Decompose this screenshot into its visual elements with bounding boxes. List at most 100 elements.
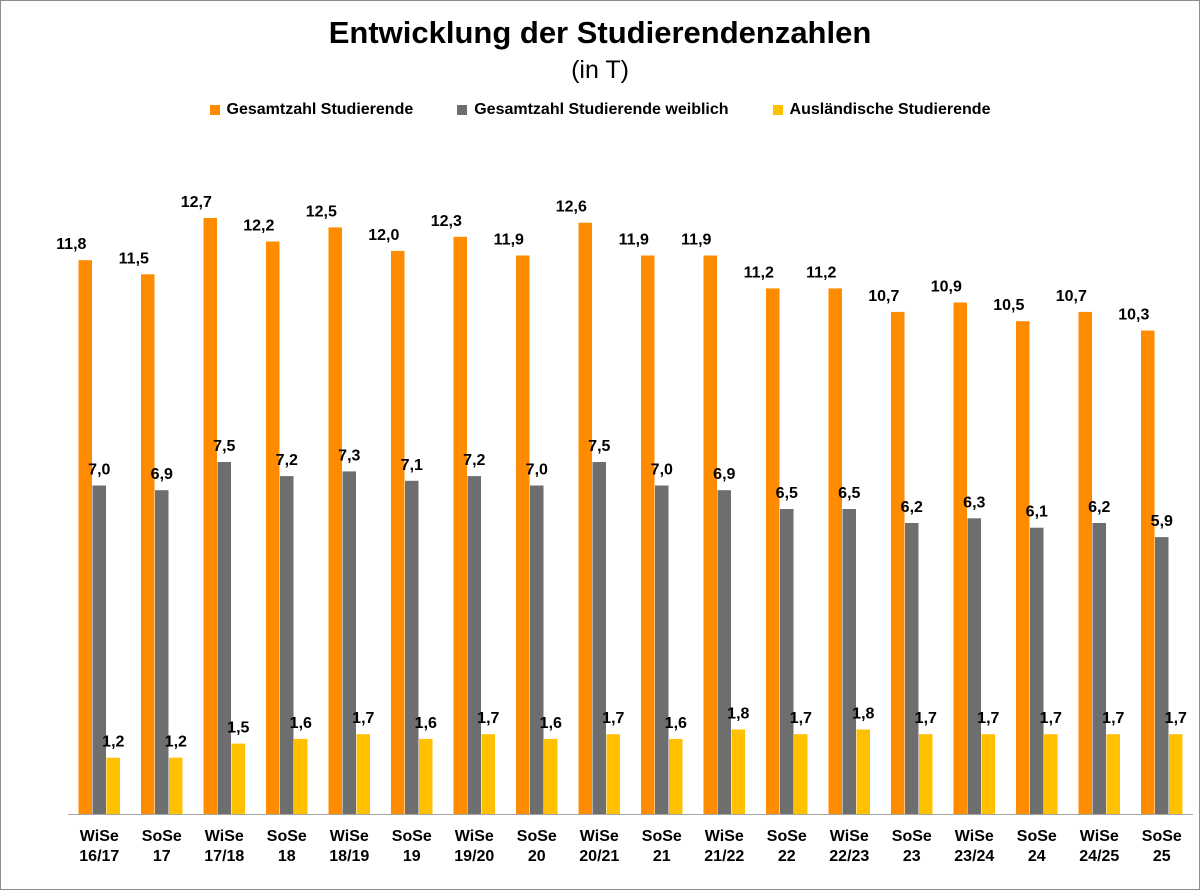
data-label-auslaendisch: 1,7 [602, 710, 624, 727]
x-tick-label: WiSe [1080, 828, 1119, 845]
legend-swatch-gesamt [209, 105, 220, 115]
bar-auslaendisch [481, 734, 495, 814]
bar-gesamt [328, 227, 342, 814]
bar-gesamt [453, 236, 467, 815]
bar-weiblich [92, 485, 106, 814]
bar-weiblich [530, 485, 544, 814]
legend-item-weiblich: Gesamtzahl Studierende weiblich [457, 101, 729, 119]
data-label-gesamt: 10,9 [931, 279, 962, 296]
bar-gesamt [516, 255, 530, 814]
x-tick-label: WiSe [80, 828, 119, 845]
bar-weiblich [905, 523, 919, 814]
bar-gesamt [641, 255, 655, 814]
data-label-gesamt: 11,2 [806, 264, 836, 281]
data-label-weiblich: 6,5 [838, 485, 860, 502]
data-label-weiblich: 7,5 [588, 438, 610, 455]
x-tick-label: 22/23 [829, 848, 869, 865]
legend-label-auslaendisch: Ausländische Studierende [789, 101, 991, 118]
data-label-weiblich: 6,2 [1088, 499, 1110, 516]
data-label-gesamt: 11,9 [494, 232, 524, 249]
data-label-gesamt: 11,8 [56, 236, 86, 253]
bar-auslaendisch [106, 757, 120, 814]
x-tick-label: SoSe [142, 828, 182, 845]
data-label-auslaendisch: 1,8 [852, 706, 874, 723]
data-label-weiblich: 7,0 [651, 462, 673, 479]
data-label-auslaendisch: 1,7 [352, 710, 374, 727]
bar-weiblich [842, 509, 856, 814]
data-label-weiblich: 6,9 [151, 466, 173, 483]
data-label-gesamt: 10,7 [1056, 288, 1087, 305]
x-tick-label: 22 [778, 848, 796, 865]
data-label-weiblich: 6,9 [713, 466, 735, 483]
bar-weiblich [280, 476, 294, 814]
x-tick-label: 18/19 [329, 848, 369, 865]
bar-weiblich [467, 476, 481, 814]
data-label-gesamt: 10,5 [993, 297, 1024, 314]
bar-auslaendisch [1169, 734, 1183, 814]
bar-gesamt [266, 241, 280, 814]
data-label-gesamt: 11,2 [744, 264, 774, 281]
data-label-weiblich: 7,5 [213, 438, 235, 455]
bar-gesamt [1141, 330, 1155, 814]
data-label-weiblich: 6,5 [776, 485, 798, 502]
data-label-auslaendisch: 1,5 [227, 720, 249, 737]
data-label-gesamt: 12,0 [368, 227, 399, 244]
data-label-weiblich: 7,2 [276, 452, 298, 469]
x-tick-label: 23/24 [954, 848, 994, 865]
legend-label-weiblich: Gesamtzahl Studierende weiblich [474, 101, 729, 118]
bar-gesamt [703, 255, 717, 814]
bar-weiblich [405, 480, 419, 814]
x-tick-label: 25 [1153, 848, 1171, 865]
x-tick-label: SoSe [642, 828, 682, 845]
x-tick-label: 20 [528, 848, 546, 865]
data-label-auslaendisch: 1,6 [415, 715, 437, 732]
x-tick-label: 24/25 [1079, 848, 1119, 865]
x-tick-label: SoSe [1017, 828, 1057, 845]
bar-auslaendisch [794, 734, 808, 814]
bar-auslaendisch [544, 738, 558, 814]
data-label-weiblich: 7,0 [526, 462, 548, 479]
x-tick-label: 19/20 [454, 848, 494, 865]
x-tick-label: 18 [278, 848, 296, 865]
legend-swatch-auslaendisch [772, 105, 783, 115]
data-label-gesamt: 11,9 [681, 232, 711, 249]
data-label-gesamt: 10,7 [868, 288, 899, 305]
bar-weiblich [1030, 527, 1044, 814]
x-tick-label: WiSe [455, 828, 494, 845]
data-label-gesamt: 12,7 [181, 194, 212, 211]
x-tick-label: WiSe [705, 828, 744, 845]
bar-weiblich [780, 509, 794, 814]
bar-weiblich [155, 490, 169, 814]
bar-gesamt [828, 288, 842, 814]
bar-auslaendisch [1106, 734, 1120, 814]
data-label-auslaendisch: 1,7 [1102, 710, 1124, 727]
x-tick-label: 19 [403, 848, 421, 865]
x-tick-label: 20/21 [579, 848, 619, 865]
bar-gesamt [1078, 311, 1092, 814]
x-tick-label: SoSe [517, 828, 557, 845]
chart-title: Entwicklung der Studierendenzahlen [328, 15, 872, 50]
x-tick-label: SoSe [267, 828, 307, 845]
bar-gesamt [391, 250, 405, 814]
chart-subtitle: (in T) [571, 56, 629, 84]
data-label-weiblich: 7,2 [463, 452, 485, 469]
bar-weiblich [1155, 537, 1169, 814]
bar-auslaendisch [669, 738, 683, 814]
bar-weiblich [217, 462, 231, 814]
bar-gesamt [953, 302, 967, 814]
data-label-weiblich: 7,3 [338, 447, 360, 464]
data-label-auslaendisch: 1,7 [977, 710, 999, 727]
legend-swatch-weiblich [457, 105, 468, 115]
bar-weiblich [967, 518, 981, 814]
bar-weiblich [655, 485, 669, 814]
chart-legend: Gesamtzahl Studierende Gesamtzahl Studie… [1, 101, 1199, 119]
data-label-weiblich: 7,1 [401, 457, 423, 474]
data-label-gesamt: 11,5 [119, 250, 149, 267]
bar-gesamt [203, 218, 217, 814]
bar-auslaendisch [169, 757, 183, 814]
bar-gesamt [78, 260, 92, 814]
legend-label-gesamt: Gesamtzahl Studierende [226, 101, 414, 118]
data-label-auslaendisch: 1,6 [665, 715, 687, 732]
